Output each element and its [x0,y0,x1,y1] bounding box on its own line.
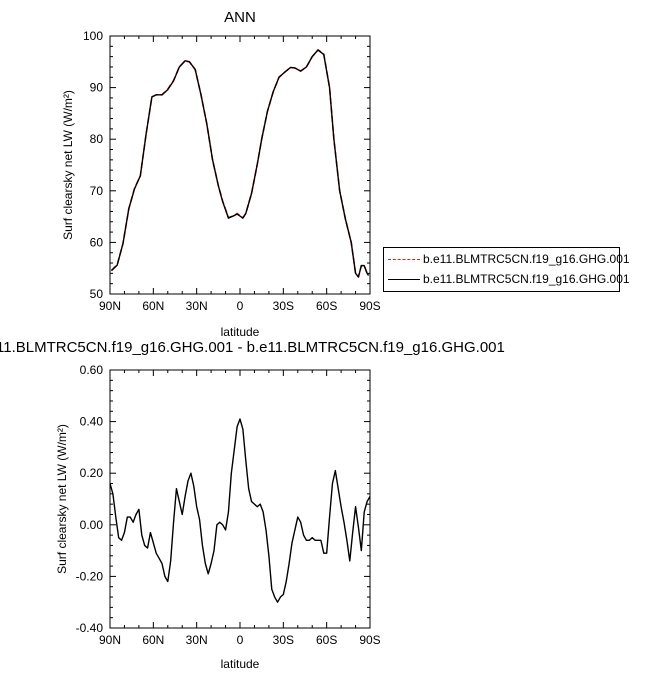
x-tick-label-0-1: 60N [142,299,164,313]
legend-item-dashed: b.e11.BLMTRC5CN.f19_g16.GHG.001 [384,250,630,270]
x-tick-label-0-3: 0 [237,299,244,313]
top-axes: 90N 60N 30N 0 30S 60S 90S 50 60 70 80 90 100 [83,29,381,313]
bottom-axes: 90N 60N 30N 0 30S 60S 90S -0.40 -0.20 0.00 0.20 0.4… [76,363,381,647]
y-tick-label-0-2: 70 [90,184,104,198]
legend-swatch-solid [388,279,420,280]
bottom-panel: b.e11.BLMTRC5CN.f19_g16.GHG.001 - b.e11.… [0,339,505,671]
y-tick-label-0-0: 50 [90,287,104,301]
x-tick-label-1-4: 30S [273,633,294,647]
legend-swatch-dashed [388,259,420,260]
bottom-plot-area [109,418,371,603]
series-line-0-0 [110,49,370,278]
top-plot-frame [109,35,371,295]
y-tick-label-0-5: 100 [83,29,103,43]
x-tick-label-1-2: 30N [186,633,208,647]
x-tick-label-1-1: 60N [142,633,164,647]
x-tick-label-0-2: 30N [186,299,208,313]
y-tick-label-1-3: 0.20 [80,466,104,480]
y-tick-label-1-2: 0.00 [80,518,104,532]
x-tick-label-0-6: 90S [359,299,380,313]
legend-label-solid: b.e11.BLMTRC5CN.f19_g16.GHG.001 [423,272,630,286]
top-y-axis-label: Surf clearsky net LW (W/m²) [61,90,75,240]
y-tick-label-1-5: 0.60 [80,363,104,377]
top-chart-title: ANN [224,9,256,26]
top-plot-area [110,49,370,278]
y-tick-label-1-4: 0.40 [80,415,104,429]
x-tick-label-1-5: 60S [316,633,337,647]
bottom-x-axis-label: latitude [221,657,260,671]
series-line-1-0 [109,418,371,603]
y-tick-label-1-0: -0.40 [76,621,104,635]
legend-label-dashed: b.e11.BLMTRC5CN.f19_g16.GHG.001 [423,252,630,266]
y-tick-label-0-1: 60 [90,235,104,249]
series-line-0-1 [110,49,370,278]
x-tick-label-1-3: 0 [237,633,244,647]
x-tick-label-0-4: 30S [273,299,294,313]
y-tick-label-0-4: 90 [90,81,104,95]
legend: b.e11.BLMTRC5CN.f19_g16.GHG.001 b.e11.BL… [383,247,630,292]
x-tick-label-1-6: 90S [359,633,380,647]
y-tick-label-1-1: -0.20 [76,569,104,583]
x-tick-label-0-0: 90N [99,299,121,313]
y-tick-label-0-3: 80 [90,132,104,146]
legend-item-solid: b.e11.BLMTRC5CN.f19_g16.GHG.001 [384,270,630,290]
x-tick-label-0-5: 60S [316,299,337,313]
top-x-axis-label: latitude [221,325,260,339]
bottom-y-axis-label: Surf clearsky net LW (W/m²) [55,424,69,574]
top-panel: ANN 90N 60N 30N 0 30S 60S 90S 50 60 70 80 90 100 lat… [61,9,381,339]
x-tick-label-1-0: 90N [99,633,121,647]
bottom-chart-title: b.e11.BLMTRC5CN.f19_g16.GHG.001 - b.e11.… [0,339,505,356]
